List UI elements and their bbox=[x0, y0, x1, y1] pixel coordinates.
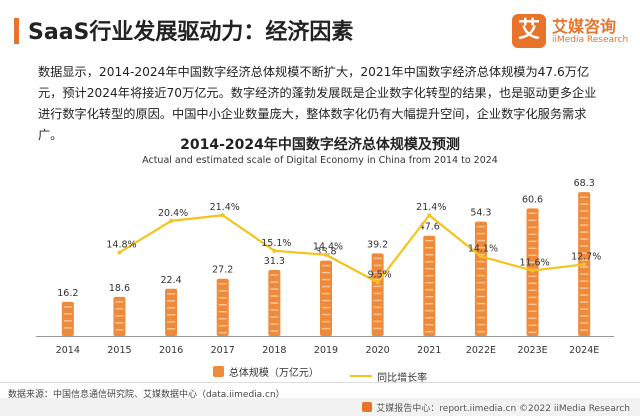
x-tick-label: 2024E bbox=[569, 345, 599, 356]
growth-line bbox=[118, 214, 585, 284]
growth-value-label: 11.6% bbox=[519, 258, 549, 269]
bar-value-label: 16.2 bbox=[57, 288, 78, 299]
page-title: SaaS行业发展驱动力：经济因素 bbox=[28, 20, 354, 45]
legend-bar-label: 总体规模（万亿元） bbox=[228, 368, 319, 379]
intro-paragraph: 数据显示，2014-2024年中国数字经济总体规模不断扩大，2021年中国数字经… bbox=[38, 65, 597, 142]
bar-value-label: 68.3 bbox=[574, 178, 595, 189]
footer-bar: 艾媒报告中心：report.iimedia.cn ©2022 iiMedia R… bbox=[0, 398, 640, 416]
bar bbox=[216, 278, 229, 336]
bar bbox=[371, 253, 384, 336]
growth-point bbox=[478, 254, 483, 259]
growth-value-label: 15.1% bbox=[261, 238, 291, 249]
legend-item-bar: 总体规模（万亿元） bbox=[212, 364, 319, 379]
growth-point bbox=[530, 268, 535, 273]
growth-point bbox=[375, 280, 380, 285]
growth-point bbox=[324, 252, 328, 257]
legend-bar-swatch-icon bbox=[212, 366, 224, 377]
bar-value-label: 22.4 bbox=[161, 275, 182, 286]
x-tick-label: 2023E bbox=[517, 345, 547, 356]
x-tick-label: 2018 bbox=[262, 345, 286, 356]
brand-logo-icon: 艾 bbox=[512, 14, 546, 48]
x-tick-label: 2022E bbox=[466, 345, 496, 356]
bar-value-label: 39.2 bbox=[367, 239, 388, 250]
growth-value-label: 21.4% bbox=[416, 202, 446, 213]
growth-value-label: 21.4% bbox=[210, 202, 240, 213]
x-tick-label: 2021 bbox=[417, 345, 441, 356]
growth-value-label: 14.4% bbox=[313, 242, 343, 253]
bar bbox=[423, 235, 436, 336]
growth-point bbox=[169, 218, 174, 223]
title-accent-bar bbox=[14, 18, 19, 44]
x-tick-label: 2016 bbox=[159, 345, 183, 356]
chart-subtitle: Actual and estimated scale of Digital Ec… bbox=[142, 155, 498, 166]
growth-value-label: 14.1% bbox=[468, 243, 498, 254]
brand: 艾 艾媒咨询 iiMedia Research bbox=[512, 12, 630, 52]
bar-value-label: 47.6 bbox=[419, 222, 440, 233]
bar-value-label: 31.3 bbox=[264, 256, 285, 267]
bar-value-label: 18.6 bbox=[109, 283, 130, 294]
growth-point bbox=[272, 248, 277, 253]
footer-divider bbox=[0, 382, 640, 383]
bar bbox=[474, 221, 487, 336]
chart-title: 2014-2024年中国数字经济总体规模及预测 bbox=[180, 137, 460, 153]
bar-value-label: 60.6 bbox=[522, 194, 543, 205]
growth-point bbox=[582, 262, 587, 267]
report-center-icon bbox=[362, 402, 373, 412]
footer-label: 艾媒报告中心：report.iimedia.cn ©2022 iiMedia R… bbox=[376, 404, 630, 414]
x-tick-label: 2020 bbox=[366, 345, 390, 356]
bar-value-label: 27.2 bbox=[212, 265, 233, 276]
chart-legend: 总体规模（万亿元） 同比增长率 bbox=[0, 364, 640, 384]
brand-name: 艾媒咨询 bbox=[552, 17, 617, 36]
growth-point bbox=[220, 213, 225, 218]
bar-value-label: 54.3 bbox=[470, 208, 491, 219]
legend-line-swatch-icon bbox=[350, 375, 373, 377]
growth-value-label: 20.4% bbox=[158, 208, 188, 219]
growth-value-label: 14.8% bbox=[106, 239, 136, 250]
growth-point bbox=[427, 213, 432, 218]
growth-point bbox=[117, 250, 122, 255]
x-tick-label: 2014 bbox=[56, 345, 80, 356]
legend-item-line: 同比增长率 bbox=[350, 369, 427, 384]
bar-value-label: 35.8 bbox=[315, 247, 336, 258]
growth-value-label: 9.5% bbox=[368, 269, 392, 280]
x-tick-label: 2017 bbox=[211, 345, 235, 356]
x-tick-label: 2019 bbox=[314, 345, 338, 356]
data-source: 数据来源：中国信息通信研究院、艾媒数据中心（data.iimedia.cn） bbox=[8, 390, 285, 400]
x-tick-label: 2015 bbox=[107, 345, 131, 356]
brand-subtitle: iiMedia Research bbox=[552, 35, 629, 45]
legend-line-label: 同比增长率 bbox=[377, 372, 428, 384]
growth-value-label: 12.7% bbox=[571, 251, 601, 262]
footer-text: 艾媒报告中心：report.iimedia.cn ©2022 iiMedia R… bbox=[362, 401, 630, 414]
